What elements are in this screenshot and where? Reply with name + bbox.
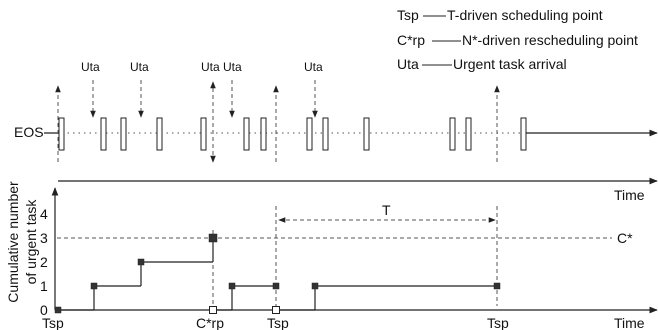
y-axis-title-line1: Cumulative number (5, 181, 21, 303)
reset-marker (209, 306, 217, 314)
threshold-label: C* (617, 230, 633, 246)
data-point (272, 282, 280, 290)
eos-task-box (449, 117, 456, 151)
y-tick-label: 4 (40, 206, 48, 222)
x-marker-tsp-2: Tsp (267, 315, 289, 330)
uta-label-5: Uta (304, 60, 323, 74)
x-marker-tsp-1: Tsp (42, 315, 64, 330)
legend: Tsp T-driven scheduling point C*rp N*-dr… (397, 7, 638, 72)
period-label: T (382, 202, 391, 218)
y-tick-label: 0 (40, 302, 48, 318)
legend-tsp-key: Tsp (397, 7, 419, 23)
data-point (311, 282, 319, 290)
step-series (54, 233, 501, 314)
eos-task-box (58, 117, 65, 151)
data-point (90, 282, 98, 290)
x-marker-tsp-3: Tsp (487, 315, 509, 330)
data-point (493, 282, 501, 290)
eos-label: EOS (14, 124, 44, 140)
y-tick-label: 3 (40, 230, 48, 246)
uta-label-1: Uta (81, 60, 100, 74)
eos-task-box (363, 117, 370, 151)
eos-task-box (200, 117, 207, 151)
eos-task-box (465, 117, 472, 151)
eos-task-box (243, 117, 250, 151)
step-plot: Time Cumulative number of urgent task 0 1… (5, 181, 658, 330)
uta-label-4: Uta (223, 60, 242, 74)
reset-marker (272, 306, 280, 314)
eos-timeline: EOS Uta Uta Uta Uta Uta (14, 60, 658, 203)
eos-task-box (322, 117, 329, 151)
y-tick-labels: 0 1 2 3 4 (40, 206, 48, 318)
y-tick-label: 2 (40, 254, 48, 270)
eos-task-box (520, 117, 527, 151)
data-point (208, 233, 218, 243)
data-point (137, 258, 145, 266)
eos-task-box (156, 117, 163, 151)
data-point (228, 282, 236, 290)
legend-uta-desc: Urgent task arrival (453, 56, 567, 72)
legend-uta-key: Uta (397, 56, 419, 72)
uta-label-2: Uta (130, 60, 149, 74)
x-marker-crp: C*rp (196, 315, 224, 330)
eos-task-box (306, 117, 313, 151)
data-point (54, 306, 62, 314)
legend-crp-key: C*rp (397, 32, 425, 48)
uta-label-3: Uta (201, 60, 220, 74)
y-tick-label: 1 (40, 278, 48, 294)
legend-tsp-desc: T-driven scheduling point (447, 7, 603, 23)
lower-time-label: Time (614, 315, 645, 330)
eos-task-box (120, 117, 127, 151)
legend-crp-desc: N*-driven rescheduling point (462, 32, 638, 48)
upper-time-label: Time (614, 187, 645, 203)
eos-task-box (100, 117, 107, 151)
eos-task-boxes (58, 117, 527, 151)
y-axis-title-line2: of urgent task (23, 199, 39, 285)
eos-task-box (260, 117, 267, 151)
